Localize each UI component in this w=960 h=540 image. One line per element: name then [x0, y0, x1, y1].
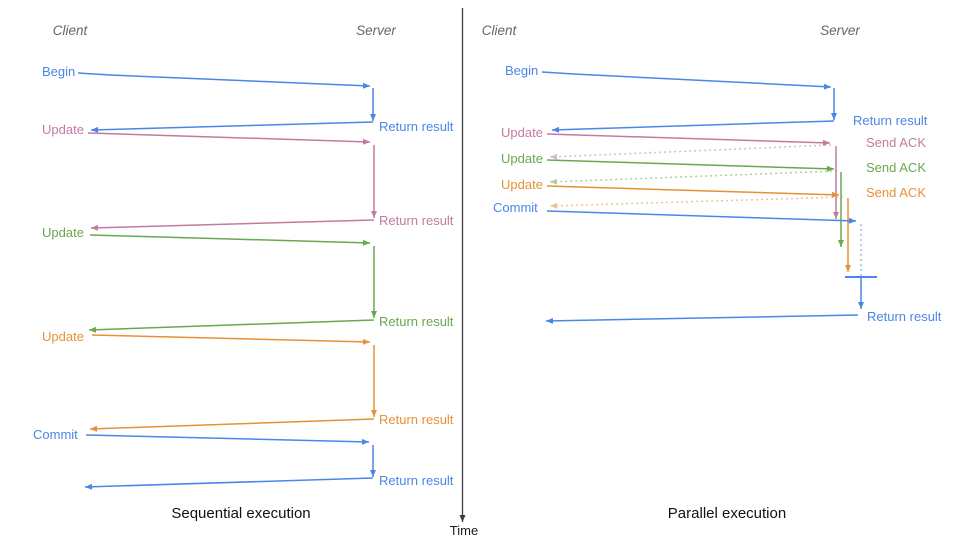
arrowhead — [838, 240, 844, 247]
arrowhead — [823, 83, 831, 90]
client-header-parallel: Client — [481, 23, 517, 38]
update-request-arrow — [546, 159, 835, 172]
server-header-parallel: Server — [820, 23, 860, 38]
arrowhead — [91, 224, 99, 231]
arrowhead — [459, 515, 466, 522]
send-ack-arrow — [549, 196, 844, 209]
label-return-result: Return result — [379, 473, 454, 488]
return-result-arrow — [90, 219, 375, 231]
label-send-ack: Send ACK — [866, 135, 926, 150]
send-ack-arrow — [549, 144, 832, 160]
arrowhead — [831, 113, 837, 120]
arrowhead — [371, 311, 377, 318]
return-result-arrow — [88, 319, 375, 333]
client-header-sequential: Client — [52, 23, 88, 38]
label-update: Update — [501, 125, 543, 140]
label-update: Update — [501, 177, 543, 192]
arrowhead — [85, 483, 93, 490]
server-processing-line — [831, 88, 837, 120]
update-request-arrow — [87, 132, 371, 145]
arrowhead — [90, 425, 98, 432]
arrowhead — [550, 178, 558, 185]
time-axis-label: Time — [449, 523, 479, 538]
label-begin: Begin — [42, 64, 76, 79]
label-send-ack: Send ACK — [866, 160, 926, 175]
commit-request-arrow — [85, 434, 370, 445]
label-return-result: Return result — [867, 309, 942, 324]
arrowhead — [370, 114, 376, 121]
return-result-arrow — [90, 121, 374, 133]
arrowhead — [845, 265, 851, 272]
arrowhead — [550, 202, 558, 209]
server-processing-line — [371, 246, 377, 318]
arrowhead — [362, 239, 370, 246]
return-result-arrow — [545, 314, 859, 324]
arrowhead — [550, 153, 558, 160]
label-begin: Begin — [505, 63, 539, 78]
caption-parallel-execution: Parallel execution — [667, 505, 787, 522]
time-axis-line — [459, 8, 466, 522]
arrowhead — [552, 126, 560, 133]
arrowhead — [858, 302, 864, 309]
arrowhead — [822, 139, 830, 146]
server-processing-line — [858, 278, 864, 309]
arrowhead — [371, 410, 377, 417]
commit-request-arrow — [546, 210, 857, 224]
arrowhead — [362, 338, 370, 345]
caption-sequential-execution: Sequential execution — [171, 505, 311, 522]
label-update: Update — [501, 151, 543, 166]
arrowhead — [362, 82, 370, 89]
server-processing-line — [371, 145, 377, 218]
server-processing-line — [371, 345, 377, 417]
update-request-arrow — [91, 334, 371, 345]
arrowhead — [826, 165, 834, 172]
label-commit: Commit — [33, 427, 78, 442]
arrowhead — [831, 191, 839, 198]
arrowhead — [848, 217, 856, 224]
server-processing-line — [833, 146, 839, 219]
label-return-result: Return result — [379, 314, 454, 329]
label-commit: Commit — [493, 200, 538, 215]
update-request-arrow — [546, 185, 840, 198]
begin-request-arrow — [77, 72, 371, 89]
arrowhead — [361, 438, 369, 445]
label-send-ack: Send ACK — [866, 185, 926, 200]
server-processing-line — [370, 445, 376, 477]
arrowhead — [89, 326, 97, 333]
server-processing-line — [370, 88, 376, 121]
return-result-arrow — [84, 477, 374, 490]
server-header-sequential: Server — [356, 23, 396, 38]
label-update: Update — [42, 329, 84, 344]
server-processing-line — [845, 198, 851, 272]
arrowhead — [546, 317, 554, 324]
return-result-arrow — [551, 120, 835, 133]
arrowhead — [362, 138, 370, 145]
begin-request-arrow — [541, 71, 832, 90]
label-return-result: Return result — [379, 412, 454, 427]
return-result-arrow — [89, 418, 375, 432]
update-request-arrow — [89, 234, 371, 246]
arrowhead — [371, 211, 377, 218]
arrowhead — [91, 126, 99, 133]
label-return-result: Return result — [853, 113, 928, 128]
send-ack-arrow — [549, 170, 838, 185]
arrowhead — [370, 470, 376, 477]
label-return-result: Return result — [379, 119, 454, 134]
server-processing-line — [838, 172, 844, 247]
label-update: Update — [42, 225, 84, 240]
arrowhead — [833, 212, 839, 219]
label-update: Update — [42, 122, 84, 137]
label-return-result: Return result — [379, 213, 454, 228]
update-request-arrow — [546, 133, 831, 146]
